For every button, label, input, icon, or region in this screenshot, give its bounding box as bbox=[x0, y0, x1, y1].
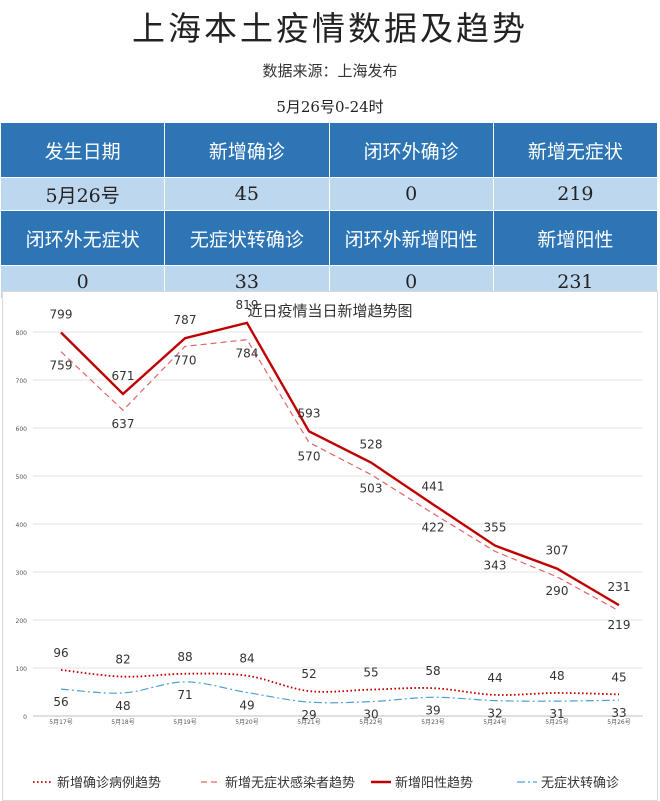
data-label-asym-to-confirmed: 33 bbox=[611, 706, 626, 720]
stats-header-row: 闭环外无症状 无症状转确诊 闭环外新增阳性 新增阳性 bbox=[0, 210, 659, 266]
data-source: 数据来源：上海发布 bbox=[262, 62, 398, 80]
data-label-positive: 307 bbox=[546, 544, 569, 558]
header-new-positive: 新增阳性 bbox=[492, 210, 659, 266]
data-label-positive: 355 bbox=[484, 521, 507, 535]
y-tick-label: 0 bbox=[23, 714, 27, 721]
report-period: 5月26号0-24时 bbox=[276, 98, 384, 116]
value-new-confirmed: 45 bbox=[164, 177, 330, 211]
data-label-confirmed: 55 bbox=[363, 666, 378, 680]
header-outside-asymptomatic: 闭环外无症状 bbox=[0, 210, 166, 266]
header-date: 发生日期 bbox=[0, 122, 166, 178]
series-line-asym-to-confirmed bbox=[60, 681, 620, 704]
data-label-confirmed: 82 bbox=[115, 653, 130, 667]
header-new-asymptomatic: 新增无症状 bbox=[492, 122, 659, 178]
data-label-confirmed: 45 bbox=[611, 670, 626, 684]
legend-label-confirmed: 新增确诊病例趋势 bbox=[57, 775, 161, 791]
x-tick-label: 5月24号 bbox=[483, 719, 506, 726]
data-label-asym-to-confirmed: 71 bbox=[177, 688, 192, 702]
data-label-positive: 799 bbox=[50, 307, 73, 321]
data-label-asymptomatic: 503 bbox=[360, 482, 383, 496]
data-label-confirmed: 88 bbox=[177, 650, 192, 664]
x-tick-label: 5月18号 bbox=[111, 719, 134, 726]
data-label-positive: 787 bbox=[174, 313, 197, 327]
trend-chart: 近日疫情当日新增趋势图 0 100 200 300 400 500 600 700 800 5月1… bbox=[2, 291, 658, 801]
data-label-asymptomatic: 759 bbox=[50, 359, 73, 373]
series-line-positive bbox=[60, 321, 620, 607]
trend-chart-svg: 近日疫情当日新增趋势图 0 100 200 300 400 500 600 700 800 5月1… bbox=[16, 298, 643, 791]
data-label-asymptomatic: 422 bbox=[422, 520, 445, 534]
legend-label-asymptomatic: 新增无症状感染者趋势 bbox=[225, 775, 355, 791]
y-tick-label: 200 bbox=[16, 618, 28, 625]
x-tick-label: 5月21号 bbox=[297, 719, 320, 726]
y-tick-label: 700 bbox=[16, 378, 28, 385]
y-tick-label: 600 bbox=[16, 426, 28, 433]
x-tick-label: 5月17号 bbox=[49, 719, 72, 726]
header-new-confirmed: 新增确诊 bbox=[164, 122, 330, 178]
data-label-positive: 819 bbox=[236, 298, 259, 312]
y-tick-label: 300 bbox=[16, 570, 28, 577]
series-line-asymptomatic bbox=[60, 339, 620, 612]
header-outside-confirmed: 闭环外确诊 bbox=[328, 122, 494, 178]
data-label-asymptomatic: 290 bbox=[546, 584, 569, 598]
data-label-asym-to-confirmed: 39 bbox=[425, 703, 440, 717]
data-label-positive: 441 bbox=[422, 479, 445, 493]
x-tick-label: 5月19号 bbox=[173, 719, 196, 726]
data-label-asym-to-confirmed: 48 bbox=[115, 699, 130, 713]
x-tick-label: 5月23号 bbox=[421, 719, 444, 726]
data-label-asym-to-confirmed: 31 bbox=[549, 707, 564, 721]
chart-title: 近日疫情当日新增趋势图 bbox=[247, 302, 412, 320]
data-label-confirmed: 44 bbox=[487, 671, 502, 685]
value-date: 5月26号 bbox=[0, 177, 166, 211]
y-tick-label: 800 bbox=[16, 330, 28, 337]
page-title: 上海本土疫情数据及趋势 bbox=[132, 9, 528, 48]
data-label-confirmed: 58 bbox=[425, 664, 440, 678]
data-label-asymptomatic: 343 bbox=[484, 558, 507, 572]
data-label-asym-to-confirmed: 49 bbox=[239, 698, 254, 712]
data-label-asymptomatic: 219 bbox=[608, 618, 631, 632]
data-label-confirmed: 52 bbox=[301, 667, 316, 681]
data-label-asymptomatic: 637 bbox=[112, 417, 135, 431]
data-label-confirmed: 48 bbox=[549, 669, 564, 683]
legend-label-positive: 新增阳性趋势 bbox=[395, 775, 473, 791]
data-label-asymptomatic: 770 bbox=[174, 353, 197, 367]
stats-value-row: 5月26号 45 0 219 bbox=[0, 177, 659, 211]
header-outside-new-positive: 闭环外新增阳性 bbox=[328, 210, 494, 266]
data-label-asym-to-confirmed: 32 bbox=[487, 707, 502, 721]
data-label-asymptomatic: 570 bbox=[298, 449, 321, 463]
y-tick-label: 500 bbox=[16, 474, 28, 481]
data-label-positive: 593 bbox=[298, 406, 321, 420]
data-label-asym-to-confirmed: 29 bbox=[301, 708, 316, 722]
data-label-confirmed: 84 bbox=[239, 652, 254, 666]
data-label-positive: 231 bbox=[608, 580, 631, 594]
legend-label-asym-to-confirmed: 无症状转确诊 bbox=[541, 776, 619, 791]
y-tick-label: 100 bbox=[16, 666, 28, 673]
y-tick-label: 400 bbox=[16, 522, 28, 529]
stats-header-row: 发生日期 新增确诊 闭环外确诊 新增无症状 bbox=[0, 122, 659, 178]
data-label-asym-to-confirmed: 56 bbox=[53, 695, 68, 709]
x-tick-label: 5月22号 bbox=[359, 719, 382, 726]
data-label-asymptomatic: 784 bbox=[236, 347, 259, 361]
data-label-positive: 671 bbox=[112, 369, 135, 383]
header-asymptomatic-to-confirmed: 无症状转确诊 bbox=[164, 210, 330, 266]
data-label-positive: 528 bbox=[360, 438, 383, 452]
x-tick-label: 5月26号 bbox=[607, 719, 630, 726]
stats-table: 发生日期 新增确诊 闭环外确诊 新增无症状 5月26号 45 0 219 闭环外… bbox=[0, 122, 659, 299]
series-line-confirmed bbox=[60, 669, 620, 696]
data-label-confirmed: 96 bbox=[53, 646, 68, 660]
x-tick-label: 5月20号 bbox=[235, 719, 258, 726]
value-new-asymptomatic: 219 bbox=[492, 177, 659, 211]
x-tick-label: 5月25号 bbox=[545, 719, 568, 726]
data-label-asym-to-confirmed: 30 bbox=[363, 708, 378, 722]
value-outside-confirmed: 0 bbox=[328, 177, 494, 211]
